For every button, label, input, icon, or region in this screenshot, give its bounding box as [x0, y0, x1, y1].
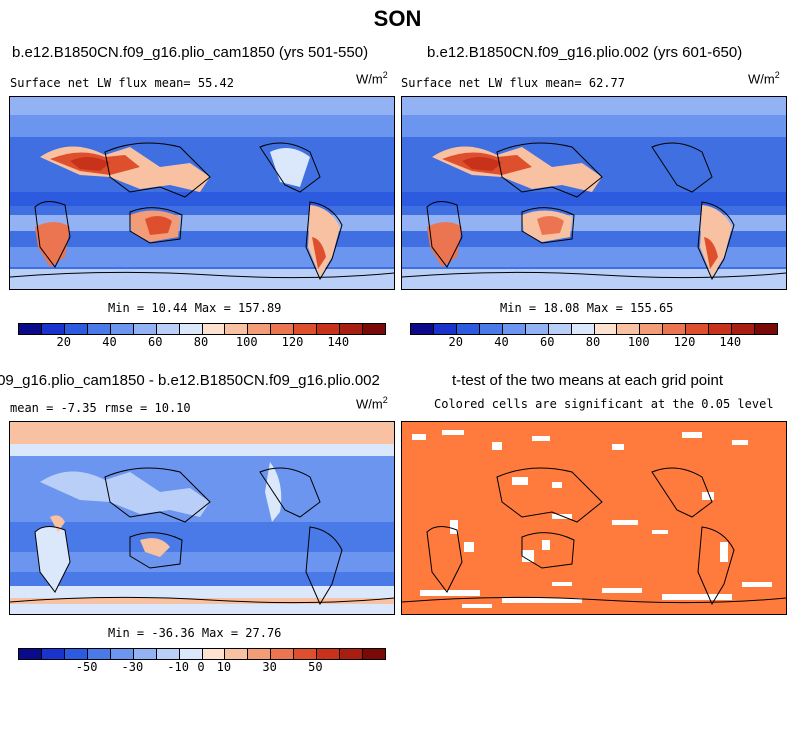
colorbar-abs-swatch [248, 324, 272, 334]
colorbar-abs-swatch [502, 324, 526, 334]
minmax-top-left: Min = 10.44 Max = 157.89 [108, 301, 282, 315]
colorbar-diff-swatch [363, 649, 385, 659]
colorbar-abs-swatch [594, 324, 618, 334]
colorbar-diff-tick-label: 10 [216, 660, 232, 674]
colorbar-diff-swatch [41, 649, 65, 659]
colorbar-abs-swatch [571, 324, 595, 334]
panel-title-bottom-left: b.e12.B1850CN.f09_g16.plio_cam1850 - b.e… [0, 372, 380, 389]
colorbar-diff-tick-label: -10 [167, 660, 189, 674]
colorbar-diff-tick-label: -30 [121, 660, 144, 674]
colorbar-top-left [18, 323, 386, 335]
colorbar-diff-swatch [110, 649, 134, 659]
colorbar-abs-swatch [41, 324, 65, 334]
panel-title-top-left: b.e12.B1850CN.f09_g16.plio_cam1850 (yrs … [12, 44, 369, 61]
lw-flux-map-case2 [402, 97, 786, 289]
colorbar-abs-swatch [709, 324, 733, 334]
colorbar-abs-tick-label: 140 [719, 335, 742, 349]
colorbar-abs-swatch [340, 324, 364, 334]
colorbar-abs-tick-label: 60 [540, 335, 555, 349]
colorbar-abs-swatch [525, 324, 549, 334]
colorbar-abs-swatch [479, 324, 503, 334]
colorbar-abs-swatch [87, 324, 111, 334]
colorbar-abs-swatch [19, 324, 42, 334]
colorbar-abs-swatch [294, 324, 318, 334]
colorbar-abs-tick-label: 100 [235, 335, 258, 349]
colorbar-abs-tick-label: 20 [56, 335, 71, 349]
colorbar-abs-swatch [156, 324, 180, 334]
colorbar-ticks-bottom-left: -50 -30 -10 0 10 30 50 [18, 660, 384, 676]
panel-subtitle-top-right: Surface net LW flux mean= 62.77 [401, 76, 625, 90]
colorbar-abs-swatch [110, 324, 134, 334]
colorbar-abs-tick-label: 120 [673, 335, 696, 349]
map-panel-bottom-left [9, 421, 395, 615]
colorbar-abs-swatch [179, 324, 203, 334]
map-panel-top-left [9, 96, 395, 290]
colorbar-abs-swatch [663, 324, 687, 334]
colorbar-abs-swatch [411, 324, 434, 334]
colorbar-abs-tick-label: 140 [327, 335, 350, 349]
colorbar-abs-tick-label: 120 [281, 335, 304, 349]
panel-subtitle-top-left: Surface net LW flux mean= 55.42 [10, 76, 234, 90]
colorbar-abs-tick-label: 100 [627, 335, 650, 349]
colorbar-ticks-top-left: 20 40 60 80 100 120 140 [18, 335, 384, 351]
colorbar-bottom-left [18, 648, 386, 660]
colorbar-abs-tick-label: 60 [148, 335, 163, 349]
colorbar-abs-swatch [271, 324, 295, 334]
colorbar-diff-swatch [179, 649, 203, 659]
colorbar-abs-swatch [548, 324, 572, 334]
colorbar-diff-swatch [271, 649, 295, 659]
colorbar-abs-swatch [225, 324, 249, 334]
panel-title-clip-bottom-left: b.e12.B1850CN.f09_g16.plio_cam1850 - b.e… [0, 370, 452, 392]
panel-subtitle-bottom-left: mean = -7.35 rmse = 10.10 [10, 401, 191, 415]
colorbar-abs-swatch [732, 324, 756, 334]
lw-flux-difference-map [10, 422, 394, 614]
colorbar-diff-swatch [248, 649, 272, 659]
map-panel-top-right [401, 96, 787, 290]
colorbar-diff-tick-label: 50 [308, 660, 323, 674]
colorbar-abs-tick-label: 80 [585, 335, 601, 349]
colorbar-abs-swatch [202, 324, 226, 334]
colorbar-abs-swatch [317, 324, 341, 334]
colorbar-diff-swatch [294, 649, 318, 659]
colorbar-abs-swatch [686, 324, 710, 334]
minmax-bottom-left: Min = -36.36 Max = 27.76 [108, 626, 282, 640]
colorbar-abs-tick-label: 40 [102, 335, 117, 349]
units-label-bottom-left: W/m2 [356, 395, 388, 412]
t-test-significance-map [402, 422, 786, 614]
colorbar-abs-swatch [433, 324, 457, 334]
colorbar-diff-tick-label: 0 [197, 660, 205, 674]
colorbar-diff-swatch [225, 649, 249, 659]
colorbar-abs-tick-label: 40 [494, 335, 509, 349]
colorbar-diff-tick-label: 30 [262, 660, 277, 674]
colorbar-diff-tick-label: -50 [75, 660, 98, 674]
colorbar-abs-swatch [64, 324, 88, 334]
colorbar-diff-swatch [340, 649, 364, 659]
panel-title-top-right: b.e12.B1850CN.f09_g16.plio.002 (yrs 601-… [427, 44, 743, 61]
colorbar-ticks-top-right: 20 40 60 80 100 120 140 [410, 335, 776, 351]
panel-subtitle-bottom-right: Colored cells are significant at the 0.0… [434, 397, 774, 411]
colorbar-diff-swatch [317, 649, 341, 659]
colorbar-abs-tick-label: 20 [448, 335, 463, 349]
panel-title-bottom-right: t-test of the two means at each grid poi… [452, 372, 723, 389]
colorbar-abs-swatch [640, 324, 664, 334]
figure-title: SON [373, 6, 422, 31]
minmax-top-right: Min = 18.08 Max = 155.65 [500, 301, 674, 315]
colorbar-abs-swatch [363, 324, 385, 334]
colorbar-abs-tick-label: 80 [193, 335, 209, 349]
colorbar-diff-swatch [133, 649, 157, 659]
map-panel-bottom-right [401, 421, 787, 615]
units-label-top-right: W/m2 [748, 70, 780, 87]
units-label-top-left: W/m2 [356, 70, 388, 87]
colorbar-diff-swatch [87, 649, 111, 659]
colorbar-diff-swatch [64, 649, 88, 659]
lw-flux-map-case1 [10, 97, 394, 289]
colorbar-abs-swatch [133, 324, 157, 334]
colorbar-abs-swatch [617, 324, 641, 334]
colorbar-top-right [410, 323, 778, 335]
colorbar-diff-swatch [156, 649, 180, 659]
colorbar-diff-swatch [19, 649, 42, 659]
colorbar-abs-swatch [456, 324, 480, 334]
colorbar-diff-swatch [202, 649, 226, 659]
colorbar-abs-swatch [755, 324, 777, 334]
